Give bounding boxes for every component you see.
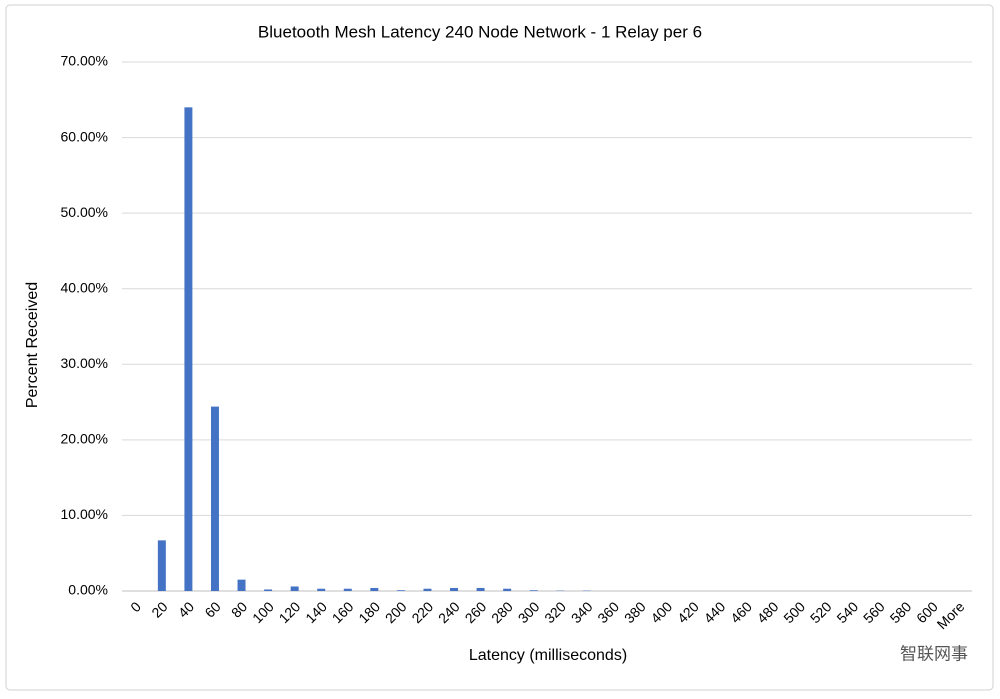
bar [157,540,166,591]
bar [529,590,538,591]
bar [343,588,352,591]
y-tick-label: 50.00% [61,204,108,220]
chart-title: Bluetooth Mesh Latency 240 Node Network … [258,22,702,41]
y-tick-label: 40.00% [61,279,108,295]
x-axis-label: Latency (milliseconds) [469,647,627,664]
bar [184,107,193,591]
y-tick-label: 20.00% [61,431,108,447]
bar [237,579,246,591]
bar [450,587,459,591]
bar [370,587,379,591]
chart-frame [5,4,994,691]
y-tick-label: 60.00% [61,128,108,144]
bar [503,588,512,591]
bar [476,587,485,591]
bar [423,588,432,591]
y-axis-label: Percent Received [24,282,41,408]
y-tick-label: 70.00% [61,53,108,69]
bar [210,406,219,591]
bar [290,586,299,591]
y-tick-label: 30.00% [61,355,108,371]
y-tick-label: 0.00% [68,582,108,598]
y-tick-label: 10.00% [61,506,108,522]
bar [396,590,405,591]
bar [317,588,326,591]
bar [264,589,273,591]
watermark: 智联网事 [900,644,968,663]
